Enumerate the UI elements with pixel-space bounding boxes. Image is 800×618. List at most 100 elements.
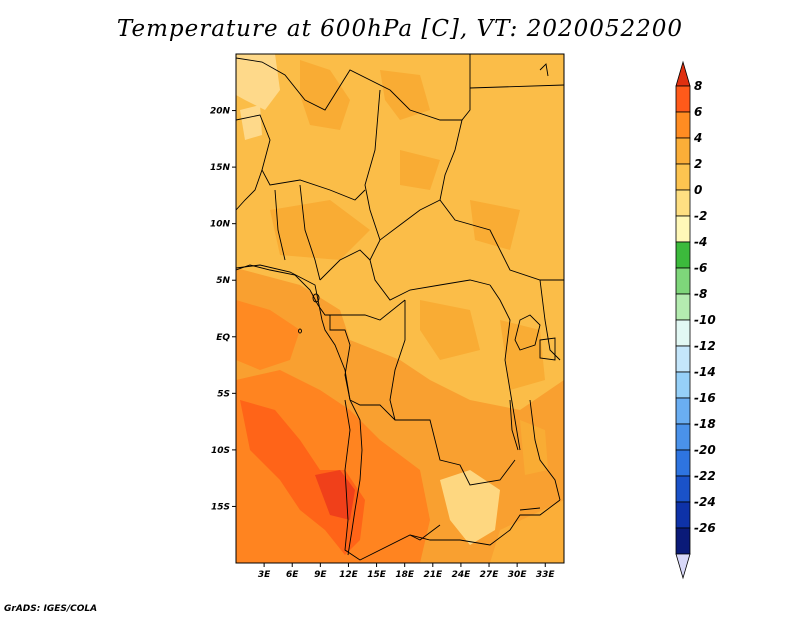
colorbar-label: -2 (694, 209, 707, 223)
colorbar-label: -14 (694, 365, 716, 379)
colorbar-label: -24 (694, 495, 716, 509)
lon-tick-label: 6E (286, 570, 299, 580)
border-line (364, 89, 381, 241)
colorbar-label: -22 (694, 469, 716, 483)
field-patch (380, 70, 430, 120)
colorbar-box (675, 449, 691, 477)
lon-tick-label: 30E (508, 570, 528, 580)
border-line (236, 54, 471, 121)
colorbar-box (675, 397, 691, 425)
lake-outline (539, 337, 556, 361)
field-patch (270, 200, 370, 260)
colorbar-box (675, 345, 691, 373)
lat-tick-label: EQ (216, 333, 230, 343)
colorbar-label: 6 (694, 105, 702, 119)
field-hottest (315, 470, 355, 520)
colorbar-box (675, 319, 691, 347)
colorbar-label: -12 (694, 339, 716, 353)
lat-tick-label: 15N (210, 163, 231, 173)
border-line (529, 399, 561, 501)
lat-tick-label: 10S (211, 446, 230, 456)
border-line (236, 114, 366, 201)
chart-title: Temperature at 600hPa [C], VT: 202005220… (116, 16, 684, 42)
colorbar-label: -4 (694, 235, 707, 249)
lat-tick-label: 5S (217, 389, 230, 399)
lon-tick-label: 9E (314, 570, 327, 580)
field-cool-patch (236, 54, 280, 110)
lake-outline (509, 399, 519, 451)
lat-tick-label: 5N (216, 276, 230, 286)
lon-tick-label: 21E (423, 570, 443, 580)
field-patch (400, 150, 440, 190)
colorbar-label: -6 (694, 261, 707, 275)
colorbar-label: 0 (694, 183, 702, 197)
lake-outline (519, 507, 541, 511)
coastline (236, 264, 363, 556)
lon-tick-label: 12E (339, 570, 359, 580)
colorbar-label: -16 (694, 391, 716, 405)
border-line (409, 524, 441, 541)
border-line (344, 399, 561, 561)
field-patch (490, 500, 564, 563)
colorbar-box (675, 501, 691, 529)
colorbar-box (675, 163, 691, 191)
field-cool-patch (240, 105, 262, 140)
border-line (389, 300, 406, 421)
field-patch (470, 200, 520, 250)
border-line (469, 84, 564, 89)
colorbar-label: -18 (694, 417, 716, 431)
colorbar-label: -26 (694, 521, 716, 535)
border-line (236, 264, 406, 321)
colorbar-label: -8 (694, 287, 707, 301)
lon-axis: 3E 6E 9E 12E 15E 18E 21E 24E 27E 30E 33E (258, 563, 555, 580)
colorbar-label: -10 (694, 313, 716, 327)
border-line (236, 169, 263, 211)
colorbar-label: 8 (694, 79, 702, 93)
colorbar-box (675, 111, 691, 139)
colorbar-box (675, 215, 691, 243)
field-patch (300, 60, 350, 130)
field-cool-patch (440, 470, 500, 545)
colorbar-label: -20 (694, 443, 716, 457)
colorbar-label: 2 (694, 157, 702, 171)
border-line (329, 315, 351, 401)
field-hot (240, 400, 365, 555)
lat-tick-label: 20N (210, 107, 231, 117)
colorbar-box (675, 475, 691, 503)
temperature-field (236, 54, 564, 563)
lat-axis: 20N 15N 10N 5N EQ 5S 10S 15S (210, 107, 236, 512)
lon-tick-label: 27E (480, 570, 500, 580)
credit-label: GrADS: IGES/COLA (4, 604, 98, 614)
colorbar-box (675, 293, 691, 321)
colorbar-box (675, 527, 691, 555)
colorbar-box (675, 189, 691, 217)
colorbar-box (675, 423, 691, 451)
colorbar-box (675, 267, 691, 295)
island-outline (312, 293, 320, 303)
colorbar-box (675, 137, 691, 165)
lake-outline (514, 314, 541, 351)
border-line (319, 249, 371, 281)
border-line (369, 199, 491, 301)
colorbar-box (675, 85, 691, 113)
colorbar: 8 6 4 2 0 -2 -4 -6 -8 -10 -12 -14 -16 -18 -20 -22 -24 -26 (675, 60, 716, 580)
colorbar-top-arrow (675, 60, 691, 87)
field-warmer (236, 370, 430, 563)
border-line (349, 399, 516, 486)
field-patch (420, 300, 480, 360)
colorbar-box (675, 371, 691, 399)
border-line (299, 184, 321, 281)
island-outline (298, 328, 302, 334)
border-line (439, 119, 564, 281)
border-line (489, 284, 521, 451)
lat-tick-label: 10N (210, 220, 231, 230)
colorbar-bottom-arrow (675, 553, 691, 580)
colorbar-label: 4 (693, 131, 702, 145)
lon-tick-label: 18E (395, 570, 415, 580)
lon-tick-label: 3E (258, 570, 271, 580)
lon-tick-label: 15E (367, 570, 387, 580)
colorbar-box (675, 241, 691, 269)
coast-fragment (539, 63, 549, 77)
lon-tick-label: 24E (452, 570, 472, 580)
